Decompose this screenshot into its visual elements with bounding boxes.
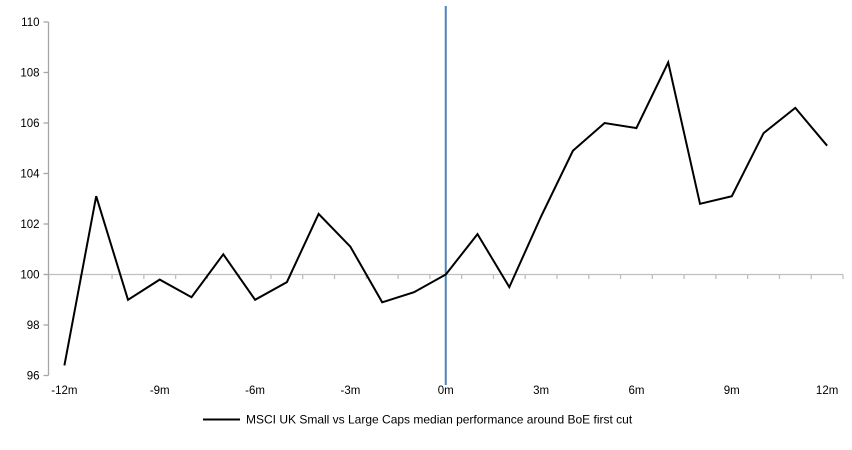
x-axis-label: 3m [533, 385, 549, 397]
y-axis-label: 104 [20, 169, 40, 181]
x-axis-label: 6m [628, 385, 644, 397]
x-axis-label: 0m [438, 385, 454, 397]
x-axis-label: -9m [150, 385, 170, 397]
y-axis-label: 108 [20, 68, 39, 80]
y-axis-label: 100 [20, 270, 39, 282]
y-axis-label: 110 [21, 17, 39, 29]
y-axis-label: 96 [27, 371, 40, 383]
legend-label: MSCI UK Small vs Large Caps median perfo… [246, 413, 633, 427]
x-axis-label: -12m [51, 385, 77, 397]
x-axis-label: -6m [245, 385, 265, 397]
series-line [63, 59, 828, 366]
labels-layer: 96 98 100 102 104 106 108 110 -12m -9m -6m -3m 0m 3m 6… [20, 17, 838, 397]
y-axis-label: 106 [20, 118, 39, 130]
legend: MSCI UK Small vs Large Caps median perfo… [203, 413, 633, 427]
y-axis-label: 102 [20, 219, 39, 231]
y-axis-label: 98 [27, 320, 40, 332]
x-axis-label: -3m [341, 385, 361, 397]
x-axis-label: 12m [816, 385, 838, 397]
x-axis-label: 9m [724, 385, 740, 397]
series-layer [63, 59, 828, 366]
